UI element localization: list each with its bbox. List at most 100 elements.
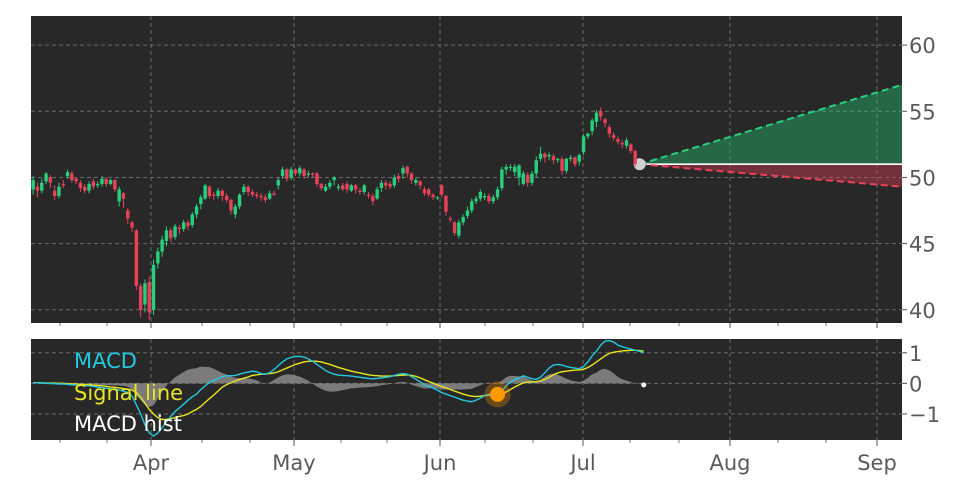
x-tick-label-sep: Sep (857, 451, 897, 475)
candle-body (108, 180, 113, 185)
macd-panel-background (31, 339, 902, 440)
candle-body (31, 180, 35, 190)
candle-body (57, 186, 61, 196)
candle-body (95, 184, 100, 186)
candle-body (190, 214, 194, 226)
candle-body (315, 173, 319, 185)
candle-body (130, 222, 134, 228)
candle-body (216, 190, 220, 196)
candle-body (564, 158, 569, 171)
candle-body (91, 181, 96, 187)
candle-body (138, 285, 143, 310)
candle-body (319, 184, 323, 189)
candle-body (293, 169, 298, 174)
x-tick-label-aug: Aug (709, 451, 750, 475)
candle-body (517, 165, 521, 178)
candle-body (289, 169, 293, 178)
candle-body (310, 173, 315, 175)
candle-body (629, 144, 633, 151)
candle-body (508, 166, 513, 168)
candle-body (616, 139, 620, 142)
candle-body (581, 136, 586, 153)
candle-body (414, 180, 418, 183)
candle-body (121, 193, 126, 199)
price-y-tick-label-55: 55 (909, 100, 936, 124)
candle-body (633, 150, 637, 165)
candle-body (134, 230, 139, 286)
candle-body (237, 194, 242, 207)
candle-body (263, 197, 268, 200)
candle-body (504, 166, 508, 170)
macd-lines (33, 339, 644, 437)
legend-macd-hist: MACD hist (74, 412, 182, 436)
candle-body (590, 120, 594, 132)
forecast-cone (633, 83, 903, 188)
candle-body (396, 176, 401, 179)
candlestick-series (31, 107, 637, 321)
candle-body (439, 185, 444, 195)
candle-body (199, 197, 203, 204)
candle-body (525, 174, 530, 183)
price-panel: 40 45 50 55 60 (31, 16, 936, 323)
candle-body (487, 195, 491, 202)
candle-body (224, 195, 229, 200)
candle-body (577, 154, 581, 162)
candle-body (212, 194, 216, 196)
candle-body (358, 190, 362, 192)
candle-body (220, 190, 225, 196)
candle-body (52, 190, 57, 196)
candle-body (298, 168, 302, 174)
candle-body (83, 186, 87, 191)
candle-body (461, 217, 465, 223)
crossover-marker (490, 386, 506, 402)
candle-body (164, 230, 169, 241)
candle-body (427, 189, 431, 195)
candle-body (48, 177, 53, 183)
candle-body (379, 182, 384, 189)
x-tick-label-jul: Jul (568, 451, 595, 475)
candle-body (482, 195, 487, 198)
macd-histogram (33, 366, 644, 407)
macd-hist-area (33, 366, 644, 407)
candle-body (568, 157, 573, 159)
candle-body (491, 197, 495, 202)
candle-body (353, 185, 358, 190)
candle-body (366, 194, 371, 196)
candle-body (44, 173, 48, 182)
candle-body (280, 169, 285, 177)
candle-body (259, 195, 263, 198)
x-tick-labels: Apr May Jun Jul Aug Sep (59, 323, 897, 475)
macd-vertical-grid (150, 339, 878, 440)
macd-y-tick-label-1: 0 (909, 372, 922, 396)
candle-body (611, 135, 616, 138)
x-tick-label-apr: Apr (133, 451, 170, 475)
candle-body (160, 239, 164, 252)
candle-body (272, 193, 276, 195)
candle-body (336, 186, 341, 189)
candle-body (495, 189, 500, 198)
candle-body (65, 172, 70, 177)
candle-body (100, 178, 104, 185)
x-tick-label-jun: Jun (422, 451, 457, 475)
signal-line (33, 349, 644, 421)
candle-body (547, 154, 551, 157)
candle-body (543, 153, 547, 158)
candle-body (603, 119, 607, 124)
candle-body (392, 177, 397, 186)
candle-body (306, 173, 311, 175)
candle-body (35, 186, 40, 191)
candle-body (173, 226, 177, 237)
candle-body (194, 206, 199, 215)
candle-body (87, 184, 91, 191)
macd-markers (484, 381, 647, 408)
candle-body (117, 189, 121, 202)
price-y-tick-label-45: 45 (909, 233, 936, 257)
candle-body (435, 197, 440, 199)
candle-body (70, 173, 74, 181)
candle-body (328, 182, 332, 187)
candle-body (246, 186, 250, 192)
candle-body (474, 198, 478, 202)
candle-body (177, 227, 182, 230)
